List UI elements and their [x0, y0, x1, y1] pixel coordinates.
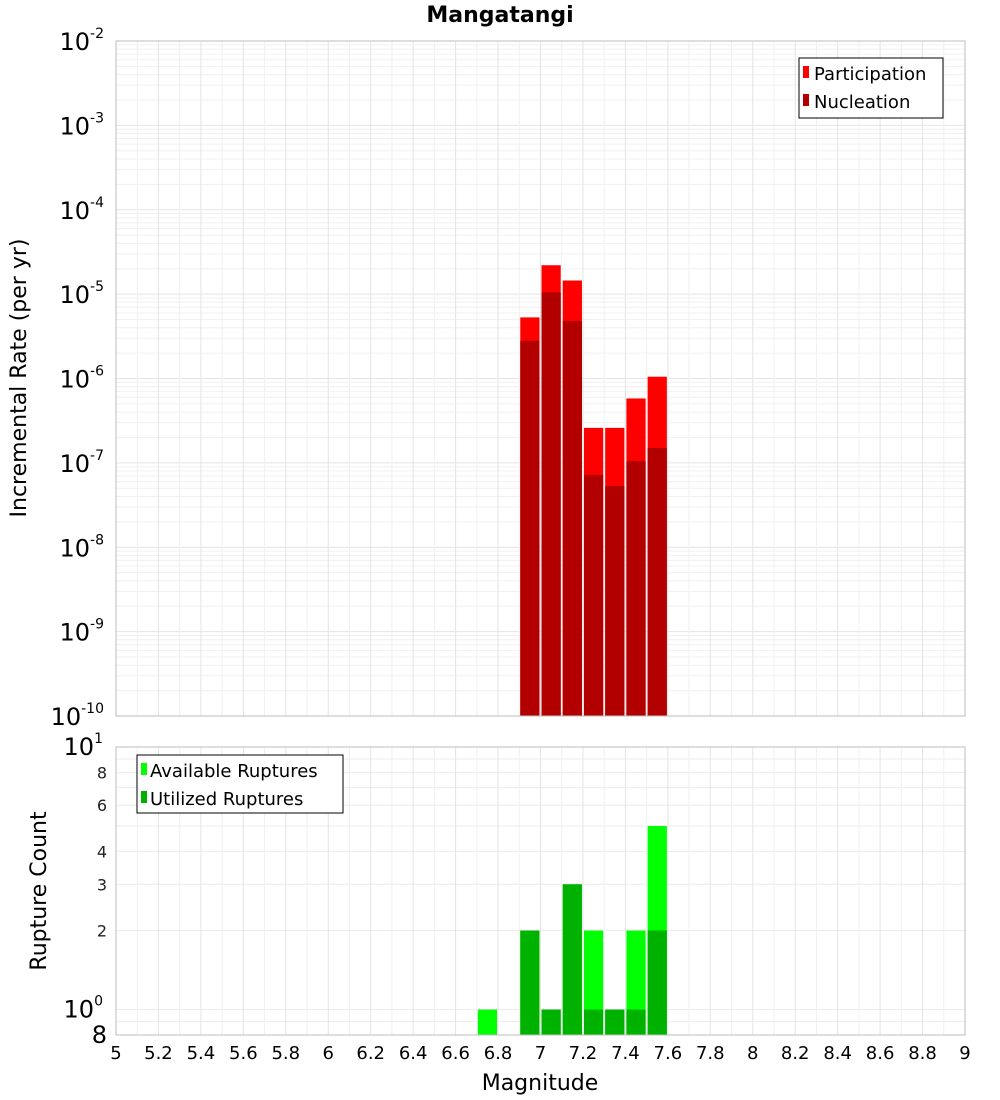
x-tick-label: 6 [323, 1043, 334, 1064]
available-ruptures-bar [583, 930, 604, 1035]
x-tick-label: 9 [959, 1043, 970, 1064]
x-tick-label: 6.2 [356, 1043, 385, 1064]
rate-y-axis-label: Incremental Rate (per yr) [7, 239, 32, 518]
legend-swatch-nucleation [803, 94, 809, 106]
nucleation-bar [520, 340, 540, 716]
count-y-tick-label: 4 [97, 842, 107, 861]
available-ruptures-bar [626, 930, 646, 1035]
x-tick-label: 8.4 [823, 1043, 852, 1064]
x-axis-label: Magnitude [482, 1071, 599, 1096]
count-bars [477, 826, 667, 1035]
utilized-ruptures-bar [605, 1009, 625, 1035]
x-tick-label: 8.8 [908, 1043, 937, 1064]
x-tick-label: 8 [747, 1043, 758, 1064]
x-tick-label: 6.4 [399, 1043, 428, 1064]
available-ruptures-bar [477, 1009, 498, 1035]
x-tick-label: 5 [110, 1043, 121, 1064]
nucleation-bar [626, 461, 646, 716]
utilized-ruptures-bar [647, 930, 667, 1035]
rate-y-tick-label: 10-9 [59, 617, 104, 647]
x-tick-label: 5.6 [229, 1043, 258, 1064]
x-tick-label: 5.2 [144, 1043, 173, 1064]
nucleation-bar [541, 292, 561, 716]
x-tick-label: 5.4 [187, 1043, 216, 1064]
count-legend-box [136, 754, 344, 814]
count-y-decade-label: 100 [64, 994, 103, 1024]
x-tick-label: 8.6 [866, 1043, 895, 1064]
legend-label-nucleation: Nucleation [814, 92, 910, 113]
count-y-decade-label: 101 [64, 731, 103, 761]
count-x-ticks: 5 5.2 5.4 5.6 5.8 6 6.2 6.4 6.6 6.8 7 7.2 7.4 7.6 7.8 8… [110, 1043, 970, 1064]
legend-label-available: Available Ruptures [150, 761, 318, 782]
count-y-tick-label: 2 [97, 922, 107, 941]
rate-y-tick-label: 10-2 [59, 26, 104, 56]
x-tick-label: 7 [535, 1043, 546, 1064]
utilized-ruptures-bar [541, 1009, 561, 1035]
rate-grid [115, 41, 966, 717]
rate-y-tick-label: 10-3 [59, 110, 104, 140]
rate-y-tick-label: 10-6 [59, 364, 104, 394]
count-legend: Available Ruptures Utilized Ruptures [136, 754, 344, 814]
rate-y-ticks: 10-10 10-9 10-8 10-7 10-6 10-5 10-4 10-3 10-2 [51, 26, 105, 731]
utilized-ruptures-bar [562, 884, 582, 1035]
rate-legend-box [798, 57, 944, 119]
rate-y-tick-label: 10-7 [59, 448, 104, 478]
x-tick-label: 8.2 [781, 1043, 810, 1064]
rate-y-tick-label: 10-4 [59, 195, 104, 225]
legend-label-participation: Participation [814, 64, 926, 85]
x-tick-label: 6.8 [484, 1043, 513, 1064]
count-y-axis-label: Rupture Count [27, 811, 52, 971]
utilized-ruptures-bar [520, 930, 540, 1035]
chart-title: Mangatangi [426, 3, 573, 28]
nucleation-bar [562, 321, 582, 716]
x-tick-label: 7.6 [654, 1043, 683, 1064]
rate-panel: 10-10 10-9 10-8 10-7 10-6 10-5 10-4 10-3 10-2 In… [7, 26, 966, 731]
rate-y-tick-label: 10-10 [51, 701, 104, 731]
rate-y-tick-label: 10-8 [59, 532, 104, 562]
rate-bars [520, 265, 667, 716]
nucleation-bar [583, 474, 604, 716]
x-tick-label: 6.6 [441, 1043, 470, 1064]
rate-y-tick-label: 10-5 [59, 279, 104, 309]
count-y-tick-label: 3 [97, 875, 107, 894]
nucleation-bar [605, 486, 625, 716]
legend-swatch-utilized [141, 791, 147, 803]
legend-swatch-participation [803, 66, 809, 78]
count-y-tick-label: 6 [97, 796, 107, 815]
nucleation-bar [647, 448, 667, 716]
x-tick-label: 5.8 [271, 1043, 300, 1064]
x-tick-label: 7.2 [569, 1043, 598, 1064]
rate-plot-frame [115, 40, 966, 717]
rate-legend: Participation Nucleation [798, 57, 944, 119]
count-y-tick-label: 8 [92, 1021, 107, 1049]
x-tick-label: 7.8 [696, 1043, 725, 1064]
count-plot-frame [115, 746, 966, 1036]
x-tick-label: 7.4 [611, 1043, 640, 1064]
legend-swatch-available [141, 763, 147, 775]
count-y-tick-label: 8 [97, 763, 107, 782]
utilized-ruptures-bar [583, 1009, 604, 1035]
legend-label-utilized: Utilized Ruptures [150, 789, 303, 810]
utilized-ruptures-bar [626, 1009, 646, 1035]
